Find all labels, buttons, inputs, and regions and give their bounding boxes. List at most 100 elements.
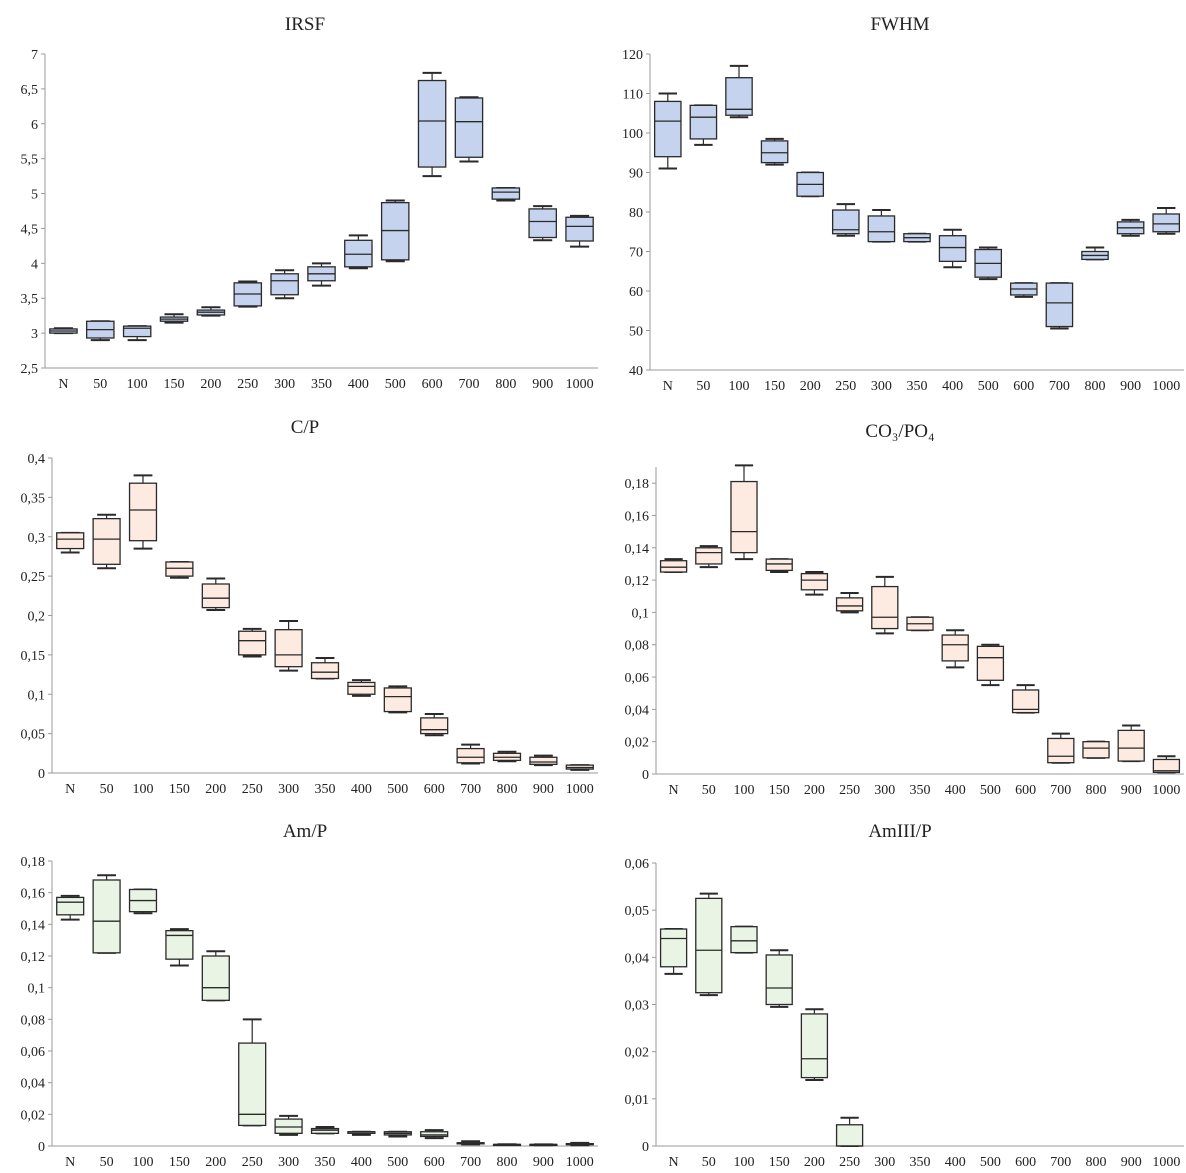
box-600: [1009, 282, 1038, 298]
box-600: [420, 1129, 449, 1140]
x-tick-label: 250: [835, 379, 856, 394]
box-800: [1081, 246, 1109, 261]
iqr-box: [565, 216, 594, 242]
y-tick-label: 0,12: [625, 574, 650, 589]
iqr-box: [270, 273, 299, 296]
x-tick-label: 800: [1086, 1155, 1107, 1170]
x-tick-label: 350: [311, 377, 332, 392]
x-tick-label: 700: [1050, 1155, 1071, 1170]
iqr-box: [765, 558, 793, 572]
iqr-box: [831, 209, 860, 235]
chart-title: IRSF: [285, 14, 325, 35]
box-700: [1045, 282, 1074, 330]
y-tick-label: 0: [38, 767, 45, 782]
x-tick-label: 350: [910, 783, 931, 798]
box-250: [835, 1116, 864, 1147]
y-tick-label: 0,1: [28, 688, 46, 703]
box-350: [906, 616, 934, 632]
box-900: [529, 754, 558, 767]
iqr-box: [695, 897, 723, 994]
x-tick-label: 50: [702, 783, 716, 798]
box-100: [128, 888, 158, 915]
iqr-box: [1117, 729, 1145, 762]
box-200: [201, 950, 230, 1002]
y-tick-label: 0,02: [21, 1108, 46, 1123]
y-tick-label: 0,14: [625, 542, 650, 557]
y-tick-label: 0,15: [21, 649, 46, 664]
x-tick-label: 50: [702, 1155, 716, 1170]
x-tick-label: N: [65, 1155, 75, 1170]
box-600: [1011, 684, 1040, 714]
y-tick-label: 0,05: [625, 904, 650, 919]
y-tick-label: 3: [31, 327, 38, 342]
box-200: [196, 306, 226, 317]
iqr-box: [274, 629, 303, 668]
x-tick-label: 800: [495, 377, 516, 392]
y-tick-label: 4,5: [21, 222, 39, 237]
x-tick-label: 800: [1086, 783, 1107, 798]
iqr-box: [122, 325, 152, 338]
iqr-box: [310, 662, 340, 680]
chart-title: AmIII/P: [868, 821, 931, 842]
x-tick-label: 250: [242, 782, 263, 797]
iqr-box: [835, 1124, 864, 1147]
box-250: [835, 592, 864, 614]
box-350: [310, 657, 340, 680]
x-tick-label: 100: [127, 377, 148, 392]
iqr-box: [1045, 282, 1074, 328]
x-tick-label: 500: [387, 1155, 408, 1170]
y-tick-label: 0,03: [625, 999, 650, 1014]
box-900: [528, 205, 557, 242]
box-N: [659, 558, 688, 574]
box-50: [86, 320, 115, 342]
y-tick-label: 0,12: [21, 950, 46, 965]
x-tick-label: 100: [133, 1155, 154, 1170]
iqr-box: [347, 681, 376, 695]
iqr-box: [976, 645, 1005, 681]
x-tick-label: 100: [729, 379, 750, 394]
x-tick-label: 200: [205, 782, 226, 797]
y-tick-label: 5,5: [21, 153, 39, 168]
box-50: [689, 104, 718, 146]
y-tick-label: 3,5: [21, 292, 39, 307]
y-tick-label: 0,35: [21, 491, 46, 506]
y-tick-label: 0: [642, 768, 649, 783]
iqr-box: [689, 104, 718, 140]
chart-title: FWHM: [870, 14, 929, 35]
y-tick-label: 0,04: [21, 1077, 46, 1092]
x-tick-label: 150: [169, 1155, 190, 1170]
iqr-box: [1011, 689, 1040, 714]
box-600: [420, 712, 449, 737]
x-tick-label: 900: [1121, 1155, 1142, 1170]
x-tick-label: N: [58, 377, 68, 392]
x-tick-label: 900: [533, 782, 554, 797]
x-tick-label: 50: [93, 377, 107, 392]
y-tick-label: 110: [623, 88, 643, 103]
iqr-box: [128, 482, 158, 542]
iqr-box: [417, 79, 447, 168]
y-tick-label: 0,18: [625, 477, 650, 492]
y-tick-label: 6: [31, 118, 38, 133]
y-tick-label: 0,14: [21, 918, 46, 933]
box-250: [831, 203, 860, 237]
x-tick-label: 300: [874, 1155, 895, 1170]
iqr-box: [491, 187, 521, 200]
box-150: [765, 949, 793, 1008]
y-tick-label: 0,16: [21, 887, 46, 902]
x-tick-label: 1000: [1152, 1155, 1180, 1170]
box-350: [307, 262, 336, 287]
box-1000: [565, 214, 594, 248]
x-tick-label: 300: [274, 377, 295, 392]
y-tick-label: 0,04: [625, 951, 650, 966]
box-350: [310, 1126, 340, 1135]
y-tick-label: 0,08: [625, 639, 650, 654]
box-200: [800, 571, 829, 596]
y-tick-label: 5: [31, 188, 38, 203]
iqr-box: [1082, 741, 1110, 759]
y-tick-label: 0: [642, 1140, 649, 1155]
x-tick-label: 900: [533, 1155, 554, 1170]
box-900: [529, 1143, 558, 1147]
box-250: [238, 1018, 267, 1127]
y-tick-label: 0,08: [21, 1013, 46, 1028]
box-1000: [1152, 207, 1181, 235]
